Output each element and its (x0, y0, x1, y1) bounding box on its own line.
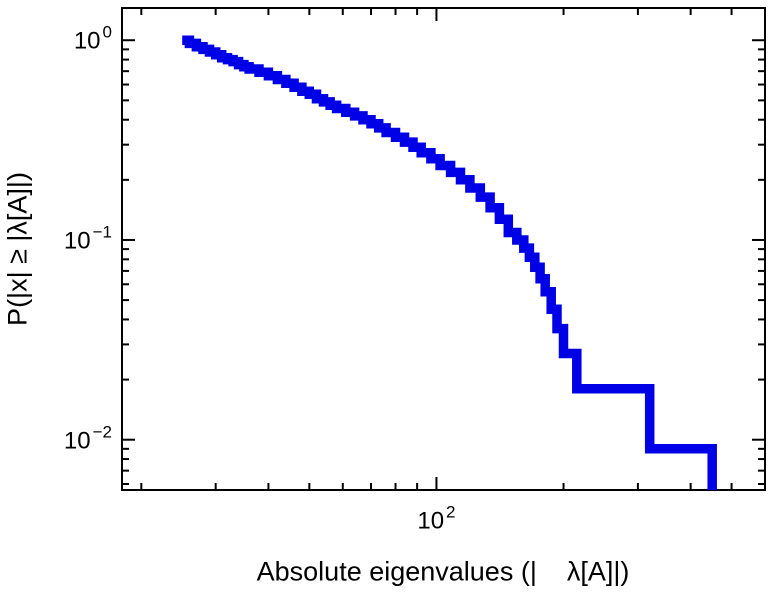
x-axis-title: Absolute eigenvalues (| λ[A]|) (256, 556, 630, 587)
y-axis-title: P(|x| ≥ |λ[A]|) (2, 172, 33, 326)
y-tick-label: 10 −1 (63, 222, 112, 255)
plot-frame (121, 7, 766, 491)
x-tick-label: 10 2 (417, 502, 456, 535)
y-tick-label: 10 0 (73, 22, 112, 55)
y-tick-label: 10 −2 (63, 422, 112, 455)
ccdf-curve (182, 35, 717, 490)
